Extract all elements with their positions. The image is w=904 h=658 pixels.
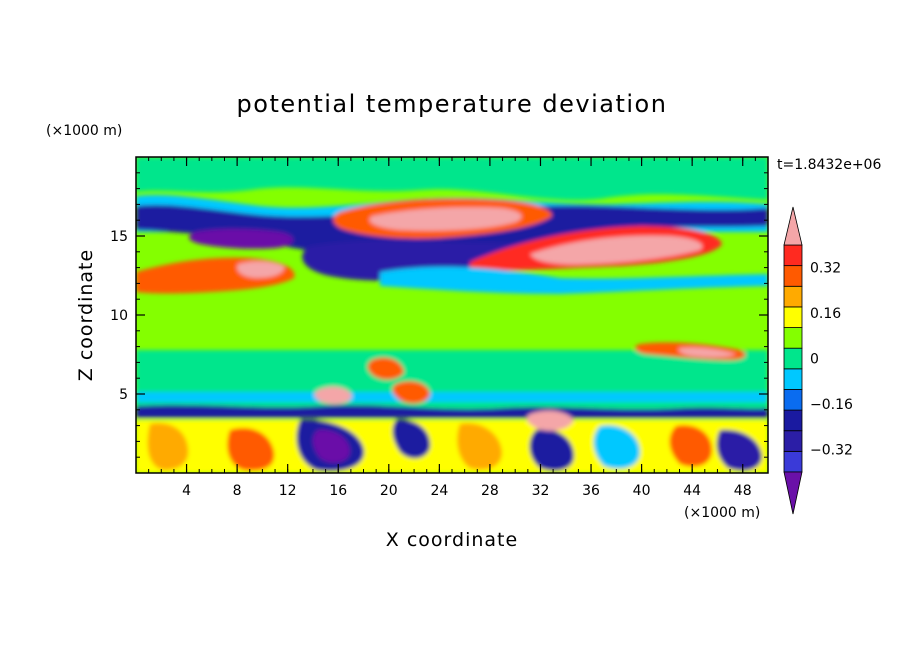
- y-axis-label: Z coordinate: [75, 249, 97, 381]
- colorbar-band: [783, 347, 803, 370]
- x-axis-unit: (×1000 m): [684, 505, 760, 521]
- y-tick-label: 10: [110, 308, 128, 324]
- colorbar-band: [783, 265, 803, 287]
- region-left-warm-core: [237, 261, 285, 278]
- region-warm-lens-1-core: [369, 207, 522, 231]
- region-patch-3: [526, 410, 574, 431]
- region-patch-2: [392, 381, 430, 404]
- x-tick-label: 24: [430, 483, 448, 499]
- region-bottom-orange-3: [457, 423, 502, 470]
- colorbar-band: [783, 244, 803, 267]
- contour-field: [136, 157, 768, 473]
- region-low-teal: [136, 350, 768, 412]
- x-tick-label: 20: [380, 483, 398, 499]
- y-axis-ticks: 5 10 15: [110, 172, 768, 458]
- colorbar-band: [783, 430, 803, 452]
- region-patch-4: [367, 357, 404, 380]
- colorbar-band: [783, 327, 803, 349]
- x-tick-label: 28: [481, 483, 499, 499]
- y-tick-label: 15: [110, 229, 128, 245]
- x-tick-label: 40: [633, 483, 651, 499]
- x-tick-label: 4: [182, 483, 191, 499]
- colorbar-band: [783, 450, 803, 473]
- colorbar-band: [783, 368, 803, 390]
- colorbar-tick-label: −0.16: [810, 397, 853, 413]
- region-bottom-cyan-1: [593, 425, 640, 469]
- x-axis-label: X coordinate: [386, 529, 518, 551]
- region-mid-blue: [302, 239, 560, 281]
- colorbar-tick-label: −0.32: [810, 442, 853, 458]
- colorbar-tick-label: 0.32: [810, 261, 841, 277]
- colorbar-band: [783, 389, 803, 411]
- region-warm-lens-2-core: [530, 235, 703, 265]
- region-upper-violet: [188, 229, 294, 249]
- region-bottom-orange-1: [147, 423, 189, 470]
- field-regions: [136, 157, 768, 473]
- x-tick-label: 36: [582, 483, 600, 499]
- region-patch-1: [314, 386, 352, 404]
- colorbar-band: [783, 409, 803, 432]
- colorbar: [783, 206, 803, 515]
- region-cyan-band: [380, 266, 768, 294]
- x-tick-label: 16: [329, 483, 347, 499]
- region-bottom-blue-3: [529, 429, 574, 471]
- region-bottom-blue-4: [716, 429, 762, 471]
- x-tick-label: 12: [279, 483, 297, 499]
- colorbar-ticks: 0.32 0.16 0 −0.16 −0.32: [810, 261, 853, 459]
- y-tick-label: 5: [119, 387, 128, 403]
- colorbar-over-triangle: [783, 206, 803, 246]
- region-low-blue-line: [136, 404, 768, 418]
- x-axis-ticks: 4 8 12 16 20 24 28 32 36 40 44 48: [148, 157, 756, 499]
- chart-title: potential temperature deviation: [237, 90, 668, 118]
- region-bottom-orange-4: [669, 425, 712, 467]
- colorbar-band: [783, 285, 803, 308]
- x-tick-label: 8: [233, 483, 242, 499]
- region-right-streak-core: [678, 347, 736, 358]
- region-upper-teal: [136, 157, 768, 201]
- colorbar-tick-label: 0: [810, 352, 819, 368]
- colorbar-tick-label: 0.16: [810, 306, 841, 322]
- y-axis-unit: (×1000 m): [46, 123, 122, 139]
- x-tick-label: 32: [532, 483, 550, 499]
- x-tick-label: 48: [734, 483, 752, 499]
- time-label: t=1.8432e+06: [777, 157, 881, 173]
- region-bottom-blue-2: [392, 419, 431, 459]
- colorbar-band: [783, 306, 803, 328]
- colorbar-under-triangle: [783, 471, 803, 515]
- x-tick-label: 44: [683, 483, 701, 499]
- region-low-cyan-line: [136, 392, 768, 402]
- region-bottom-orange-2: [227, 428, 275, 471]
- region-bottom-violet-1: [312, 429, 350, 463]
